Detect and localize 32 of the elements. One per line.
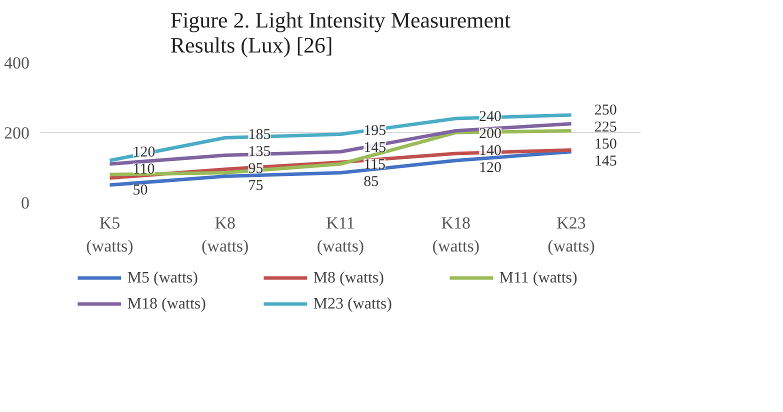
legend-label: M11 (watts) xyxy=(499,270,578,287)
data-label: 200 xyxy=(478,126,502,142)
data-label: 140 xyxy=(478,142,502,159)
x-tick-label: K5 (watts) xyxy=(86,214,134,256)
x-tick-label: K18 (watts) xyxy=(432,214,480,256)
data-label: 145 xyxy=(594,154,617,170)
data-label: 225 xyxy=(594,120,617,136)
data-label: 135 xyxy=(248,144,271,160)
data-label: 120 xyxy=(132,144,156,160)
legend-label: M18 (watts) xyxy=(127,296,206,313)
data-label: 85 xyxy=(364,174,379,190)
y-tick-label: 200 xyxy=(4,124,30,142)
chart-title: Figure 2. Light Intensity Measurement Results (Lux) [26] xyxy=(170,8,511,58)
data-label: 115 xyxy=(364,156,386,173)
y-tick-label: 0 xyxy=(21,194,30,212)
legend-label: M23 (watts) xyxy=(313,296,392,313)
data-label: 185 xyxy=(248,127,271,144)
data-label: 250 xyxy=(594,102,617,119)
y-tick-label: 400 xyxy=(4,54,30,72)
data-label: 75 xyxy=(248,178,264,194)
legend-label: M5 (watts) xyxy=(127,270,198,287)
legend-label: M8 (watts) xyxy=(313,270,384,287)
data-label: 120 xyxy=(478,160,502,176)
x-tick-label: K11 (watts) xyxy=(316,214,364,256)
x-tick-label: K23 (watts) xyxy=(548,214,595,256)
x-tick-label: K8 (watts) xyxy=(202,214,249,256)
data-label: 195 xyxy=(364,122,386,139)
data-label: 150 xyxy=(594,136,617,153)
data-label: 50 xyxy=(132,182,148,198)
data-label: 240 xyxy=(478,108,502,125)
data-label: 145 xyxy=(364,140,386,156)
data-label: 95 xyxy=(248,161,264,178)
